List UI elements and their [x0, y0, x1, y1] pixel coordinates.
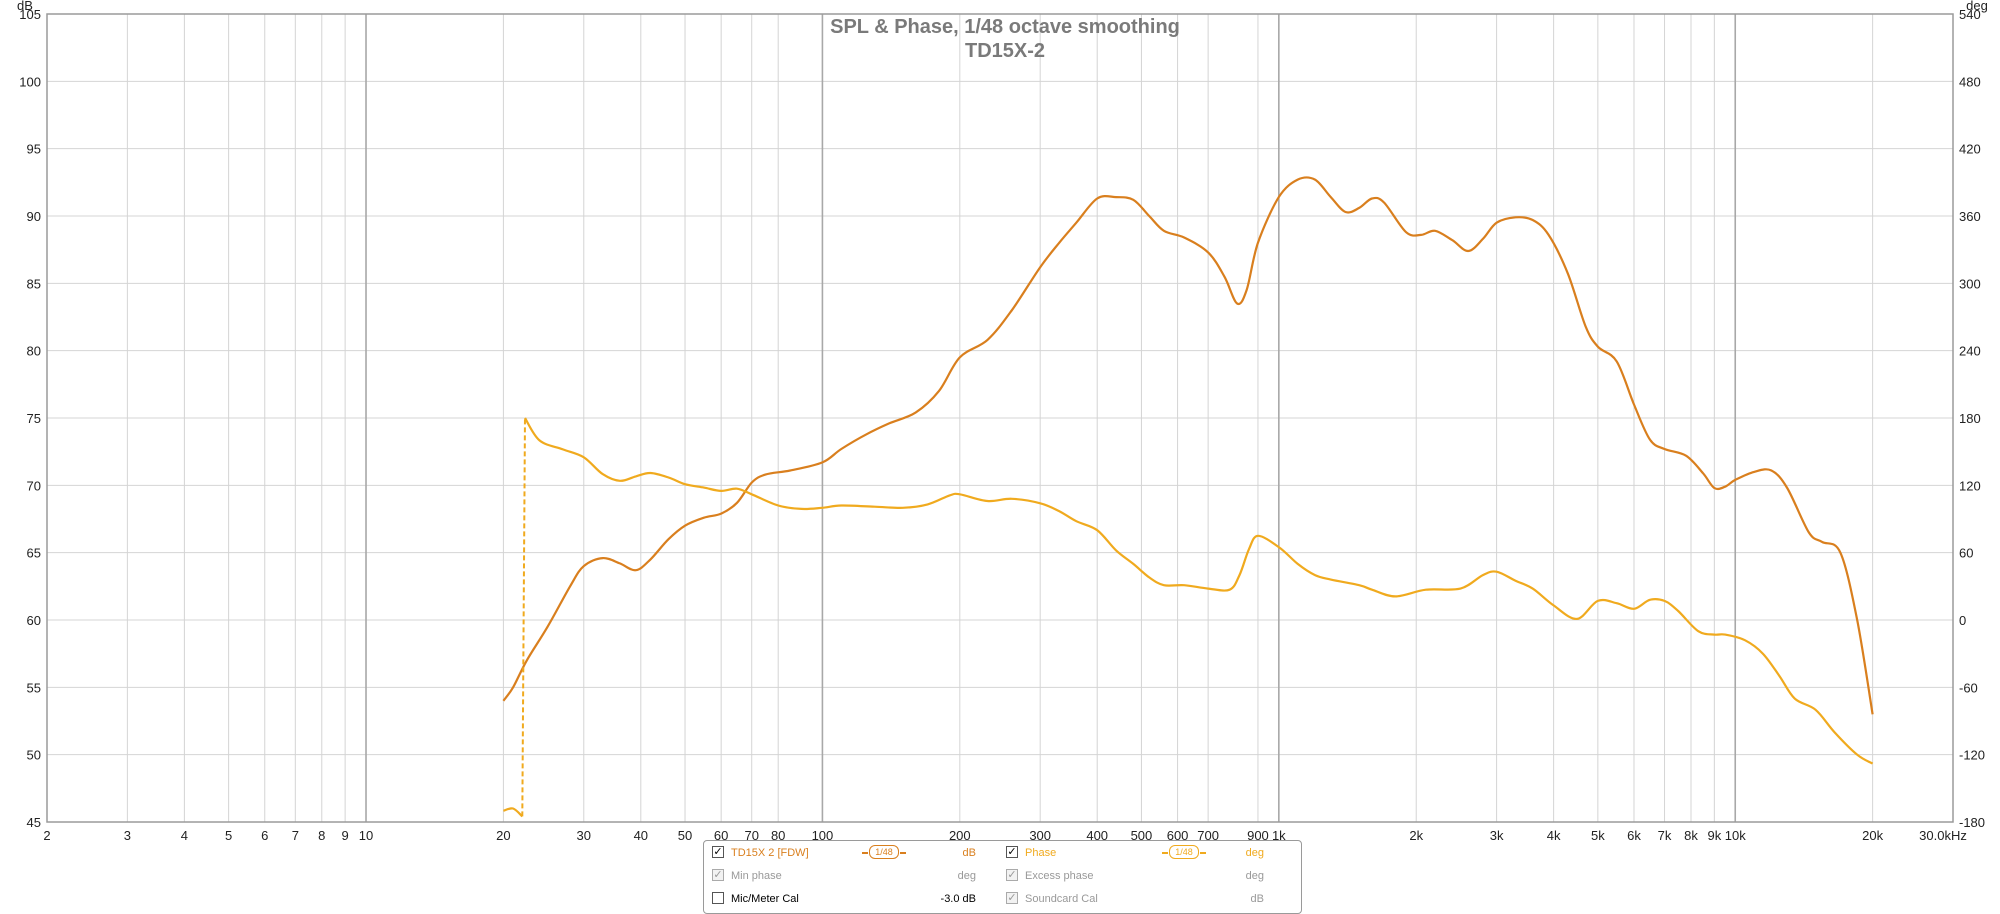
x-tick-label: 2	[43, 828, 50, 843]
x-tick-label: 500	[1131, 828, 1153, 843]
legend-row: ✓ TD15X 2 [FDW] 1/48 dB ✓ Phase 1/48 deg	[704, 842, 1301, 864]
x-tick-label: 60	[714, 828, 728, 843]
legend-smoothing-icon[interactable]: 1/48	[862, 845, 906, 859]
phase-curve	[503, 807, 524, 818]
y-right-tick-label: 0	[1959, 613, 1966, 628]
y-right-tick-label: 240	[1959, 344, 1981, 359]
y-left-tick-label: 50	[27, 748, 41, 763]
y-right-tick-label: 300	[1959, 276, 1981, 291]
legend-checkbox[interactable]: ✓	[712, 846, 724, 858]
x-tick-label: 900	[1247, 828, 1269, 843]
y-left-tick-label: 65	[27, 546, 41, 561]
y-left-tick-label: 45	[27, 815, 41, 830]
y-left-tick-label: 100	[19, 74, 41, 89]
legend-item-unit: -3.0 dB	[940, 893, 976, 905]
x-tick-label: 7k	[1658, 828, 1672, 843]
chart-subtitle: TD15X-2	[965, 40, 1045, 62]
x-tick-label: 4k	[1547, 828, 1561, 843]
y-right-tick-label: 360	[1959, 209, 1981, 224]
y-right-tick-label: -180	[1959, 815, 1985, 830]
legend-item-name: Phase	[1025, 847, 1057, 859]
x-tick-label: 4	[181, 828, 188, 843]
legend-checkbox[interactable]	[712, 892, 724, 904]
x-axis-unit-label: 30.0kHz	[1919, 828, 1967, 843]
phase-wrap-line	[521, 417, 526, 817]
x-tick-label: 2k	[1409, 828, 1423, 843]
x-tick-label: 400	[1086, 828, 1108, 843]
y-right-tick-label: 420	[1959, 142, 1981, 157]
x-tick-label: 1k	[1272, 828, 1286, 843]
y-left-tick-label: 105	[19, 7, 41, 22]
legend-checkbox[interactable]: ✓	[712, 869, 724, 881]
legend-item-unit: dB	[962, 847, 976, 859]
x-tick-label: 40	[634, 828, 648, 843]
y-left-tick-label: 90	[27, 209, 41, 224]
y-left-tick-label: 70	[27, 478, 41, 493]
x-tick-label: 3k	[1490, 828, 1504, 843]
x-tick-label: 6k	[1627, 828, 1641, 843]
legend-item-unit: deg	[1245, 847, 1264, 859]
legend-item-name: Min phase	[731, 870, 782, 882]
x-tick-label: 8	[318, 828, 325, 843]
y-left-unit-label: dB	[17, 0, 33, 13]
legend-checkbox[interactable]: ✓	[1006, 846, 1018, 858]
y-left-tick-label: 60	[27, 613, 41, 628]
y-left-tick-label: 95	[27, 142, 41, 157]
x-tick-label: 20	[496, 828, 510, 843]
x-tick-label: 30	[577, 828, 591, 843]
y-right-unit-label: deg	[1966, 0, 1988, 13]
x-tick-label: 10k	[1725, 828, 1746, 843]
phase-curve	[524, 417, 1874, 765]
series-layer	[502, 176, 1874, 818]
legend-checkbox[interactable]: ✓	[1006, 892, 1018, 904]
legend-item-name: Excess phase	[1025, 870, 1094, 882]
x-tick-label: 7	[292, 828, 299, 843]
y-right-tick-label: 480	[1959, 74, 1981, 89]
y-right-tick-label: 540	[1959, 7, 1981, 22]
chart-title: SPL & Phase, 1/48 octave smoothing	[830, 16, 1180, 38]
x-tick-label: 70	[744, 828, 758, 843]
y-left-tick-label: 75	[27, 411, 41, 426]
legend-item-unit: dB	[1250, 893, 1264, 905]
legend-item-unit: deg	[1245, 870, 1264, 882]
x-tick-label: 5k	[1591, 828, 1605, 843]
legend-panel: ✓ TD15X 2 [FDW] 1/48 dB ✓ Phase 1/48 deg ✓ Min ph…	[703, 840, 1302, 914]
x-tick-label: 600	[1167, 828, 1189, 843]
legend-checkbox[interactable]: ✓	[1006, 869, 1018, 881]
y-right-tick-label: 120	[1959, 478, 1981, 493]
legend-row: Mic/Meter Cal -3.0 dB ✓ Soundcard Cal dB	[704, 888, 1301, 910]
y-right-tick-label: -60	[1959, 680, 1978, 695]
x-tick-label: 100	[812, 828, 834, 843]
grid	[46, 13, 1953, 823]
y-left-tick-label: 80	[27, 344, 41, 359]
x-tick-label: 9	[342, 828, 349, 843]
y-right-tick-label: -120	[1959, 748, 1985, 763]
x-tick-label: 3	[124, 828, 131, 843]
legend-item-name: TD15X 2 [FDW]	[731, 847, 809, 859]
x-tick-label: 700	[1197, 828, 1219, 843]
x-tick-label: 300	[1029, 828, 1051, 843]
legend-row: ✓ Min phase deg ✓ Excess phase deg	[704, 865, 1301, 887]
legend-smoothing-icon[interactable]: 1/48	[1162, 845, 1206, 859]
y-left-tick-label: 85	[27, 276, 41, 291]
x-tick-label: 6	[261, 828, 268, 843]
x-tick-label: 80	[771, 828, 785, 843]
x-tick-label: 20k	[1862, 828, 1883, 843]
x-tick-label: 9k	[1707, 828, 1721, 843]
x-tick-label: 8k	[1684, 828, 1698, 843]
y-right-tick-label: 60	[1959, 546, 1973, 561]
x-tick-label: 5	[225, 828, 232, 843]
x-tick-label: 200	[949, 828, 971, 843]
x-tick-label: 10	[359, 828, 373, 843]
plot-frame	[46, 13, 1954, 823]
y-left-tick-label: 55	[27, 680, 41, 695]
x-tick-label: 50	[678, 828, 692, 843]
y-right-tick-label: 180	[1959, 411, 1981, 426]
legend-item-name: Mic/Meter Cal	[731, 893, 799, 905]
legend-item-unit: deg	[957, 870, 976, 882]
spl-curve	[502, 176, 1874, 715]
legend-item-name: Soundcard Cal	[1025, 893, 1098, 905]
